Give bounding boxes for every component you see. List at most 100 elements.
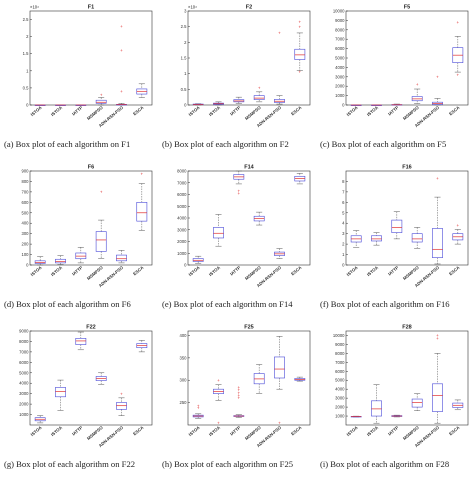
y-tick-label: 7000: [335, 37, 345, 42]
y-tick-label: 2000: [335, 405, 345, 410]
y-tick-label: 6000: [19, 360, 29, 365]
y-tick-label: 1: [26, 68, 29, 73]
box-3: [75, 246, 87, 264]
y-tick-label: 400: [22, 221, 30, 226]
box-iqr: [95, 99, 107, 104]
x-tick-label: ESCA: [290, 265, 302, 277]
x-tick-label: MSMPSO: [402, 105, 420, 122]
chart-title: F28: [402, 325, 411, 331]
box-2: [213, 101, 224, 106]
x-tick-label: ISTOA: [208, 425, 221, 437]
y-tick-label: 4000: [335, 387, 345, 392]
y-tick-label: 5000: [19, 370, 29, 375]
outlier-point: +: [120, 48, 123, 53]
x-tick-label: ESCA: [448, 105, 460, 117]
chart-title: F1: [88, 5, 94, 11]
y-tick-label: 0: [26, 263, 29, 268]
box-4: [411, 393, 423, 411]
box-3: [75, 104, 87, 106]
axis-exponent: ×10⁴: [30, 5, 39, 10]
box-iqr: [432, 383, 443, 412]
box-plot: F2 ×10⁴ 0 0.5 1 1.5 2 2.5 3 ISTOA ISTOA IATTP + MSMPS…: [181, 5, 311, 128]
x-tick-label: ESCA: [132, 105, 144, 117]
y-tick-label: 1000: [19, 412, 29, 417]
y-tick-label: 3000: [335, 396, 345, 401]
box-iqr: [136, 202, 148, 222]
x-tick-label: ISTOA: [188, 105, 201, 117]
outlier-point: +: [436, 74, 439, 79]
x-tick-label: ISTOA: [346, 265, 359, 277]
y-tick-label: 10000: [333, 333, 345, 338]
chart-panel-f22: F22 1000 2000 3000 4000 5000 6000 7000 8000 9000 I…: [4, 322, 158, 474]
box-4: [253, 211, 265, 226]
box-2: [55, 104, 66, 106]
chart-title: F14: [244, 165, 254, 171]
outlier-point: +: [278, 31, 281, 36]
y-tick-label: 3000: [19, 391, 29, 396]
y-tick-label: 300: [22, 231, 30, 236]
x-tick-label: ISTOA: [30, 265, 43, 277]
figure-caption: (e) Box plot of each algorithm on F14: [162, 299, 293, 309]
box-5: [116, 250, 127, 264]
box-5: +: [274, 336, 285, 425]
y-tick-label: 3: [184, 9, 187, 14]
x-tick-label: ESCA: [448, 425, 460, 437]
chart-title: F22: [86, 325, 95, 331]
x-tick-label: ISTOA: [30, 105, 43, 117]
x-tick-label: MSMPSO: [402, 425, 420, 442]
figure-caption: (a) Box plot of each algorithm on F1: [4, 139, 131, 149]
box-1: [192, 103, 204, 106]
x-tick-label: MSMPSO: [244, 105, 262, 122]
y-tick-label: 400: [180, 333, 188, 338]
chart-title: F16: [402, 165, 411, 171]
figure-caption: (h) Box plot of each algorithm on F25: [162, 459, 294, 469]
plot-frame: [29, 330, 153, 426]
box-iqr: [411, 398, 423, 408]
figure-caption: (d) Box plot of each algorithm on F6: [4, 299, 131, 309]
outlier-point: +: [278, 420, 281, 425]
box-1: [34, 415, 46, 424]
outlier-point: +: [299, 20, 302, 25]
box-4: +: [411, 82, 423, 104]
outlier-point: +: [197, 406, 200, 411]
x-tick-label: ISTOA: [366, 425, 379, 437]
y-tick-label: 0: [342, 263, 345, 268]
outlier-point: +: [238, 388, 241, 393]
plot-frame: [187, 170, 311, 266]
y-tick-label: 200: [22, 242, 30, 247]
box-3: [233, 96, 245, 104]
y-tick-label: 0: [184, 103, 187, 108]
x-tick-label: IATTP: [387, 425, 400, 437]
box-1: [350, 415, 362, 418]
y-tick-label: 4000: [19, 381, 29, 386]
x-tick-label: IATTP: [71, 105, 84, 117]
x-tick-label: MSMPSO: [402, 265, 420, 282]
box-6: [452, 399, 464, 411]
y-tick-label: 2: [26, 34, 29, 39]
outlier-point: +: [436, 176, 439, 181]
outlier-point: +: [197, 403, 200, 408]
box-5: +: [432, 74, 443, 106]
y-tick-label: 10000: [333, 9, 345, 14]
y-tick-label: 8: [342, 179, 345, 184]
box-1: [350, 104, 362, 106]
box-iqr: [371, 400, 382, 417]
box-plot: F1 ×10⁴ 0 0.5 1 1.5 2 2.5 ISTOA ISTOA IATTP + MSMPSO…: [23, 5, 153, 128]
box-iqr: [411, 233, 423, 243]
chart-panel-f1: F1 ×10⁴ 0 0.5 1 1.5 2 2.5 ISTOA ISTOA IATTP + MSMPSO…: [4, 2, 158, 154]
y-tick-label: 5000: [335, 378, 345, 383]
figure-caption: (g) Box plot of each algorithm on F22: [4, 459, 136, 469]
x-tick-label: ISTOA: [346, 425, 359, 437]
box-2: ++: [213, 378, 224, 425]
outlier-point: +: [457, 73, 460, 78]
x-tick-label: ISTOA: [50, 265, 63, 277]
box-iqr: [213, 227, 224, 239]
box-5: ++: [432, 333, 443, 424]
box-6: +: [136, 172, 148, 231]
box-iqr: [95, 231, 107, 252]
y-tick-label: 350: [180, 355, 188, 360]
outlier-point: +: [100, 92, 103, 97]
y-tick-label: 7000: [335, 360, 345, 365]
box-iqr: [116, 254, 127, 262]
y-tick-label: 2000: [177, 239, 187, 244]
